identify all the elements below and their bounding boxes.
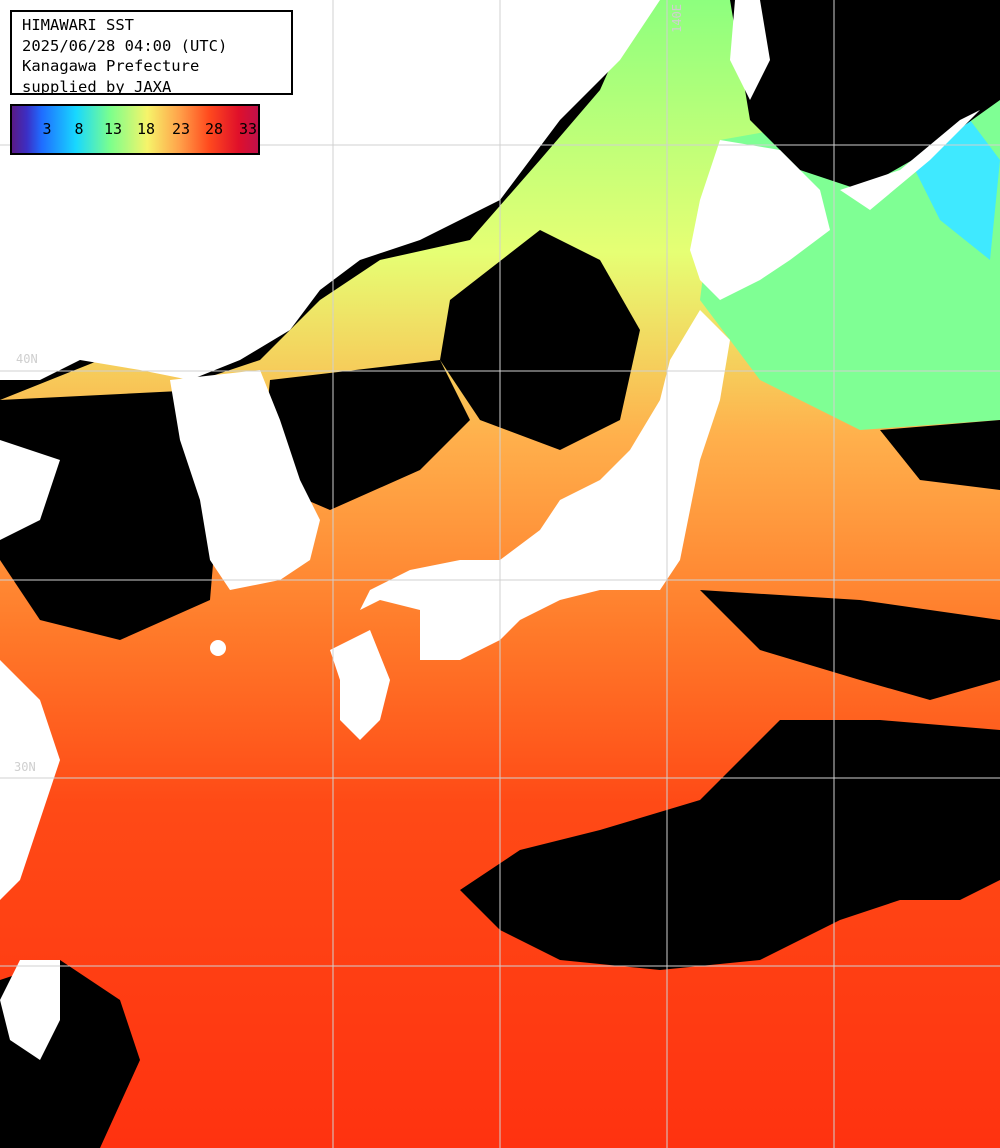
latitude-label-30n: 30N bbox=[14, 760, 36, 774]
land-korea bbox=[170, 370, 320, 590]
land-kuril bbox=[840, 110, 980, 210]
land-taiwan bbox=[0, 960, 60, 1060]
legend-tick: 18 bbox=[136, 120, 156, 138]
land-shikoku bbox=[420, 600, 500, 660]
legend-tick: 13 bbox=[103, 120, 123, 138]
temperature-color-legend: 3 8 13 18 23 28 33 bbox=[10, 104, 260, 155]
legend-ticks: 3 8 13 18 23 28 33 bbox=[12, 120, 258, 140]
land-china-coast bbox=[0, 440, 60, 540]
legend-tick: 3 bbox=[42, 120, 52, 138]
legend-tick: 8 bbox=[74, 120, 84, 138]
latitude-label-40n: 40N bbox=[16, 352, 38, 366]
legend-tick: 23 bbox=[171, 120, 191, 138]
legend-tick: 33 bbox=[238, 120, 258, 138]
title-line-datetime: 2025/06/28 04:00 (UTC) bbox=[22, 36, 228, 55]
land-honshu bbox=[360, 310, 730, 640]
title-line-credit: supplied by JAXA bbox=[22, 77, 172, 96]
longitude-label-140e: 140E bbox=[670, 4, 684, 33]
land-hokkaido bbox=[690, 140, 830, 300]
legend-tick: 28 bbox=[204, 120, 224, 138]
land-mainland-north bbox=[0, 0, 660, 380]
land-sakhalin bbox=[730, 0, 770, 100]
title-line-product: HIMAWARI SST bbox=[22, 16, 134, 34]
land-kyushu bbox=[330, 630, 390, 740]
title-line-region: Kanagawa Prefecture bbox=[22, 57, 200, 75]
land bbox=[0, 0, 980, 1060]
title-box: HIMAWARI SST 2025/06/28 04:00 (UTC) Kana… bbox=[10, 10, 293, 96]
